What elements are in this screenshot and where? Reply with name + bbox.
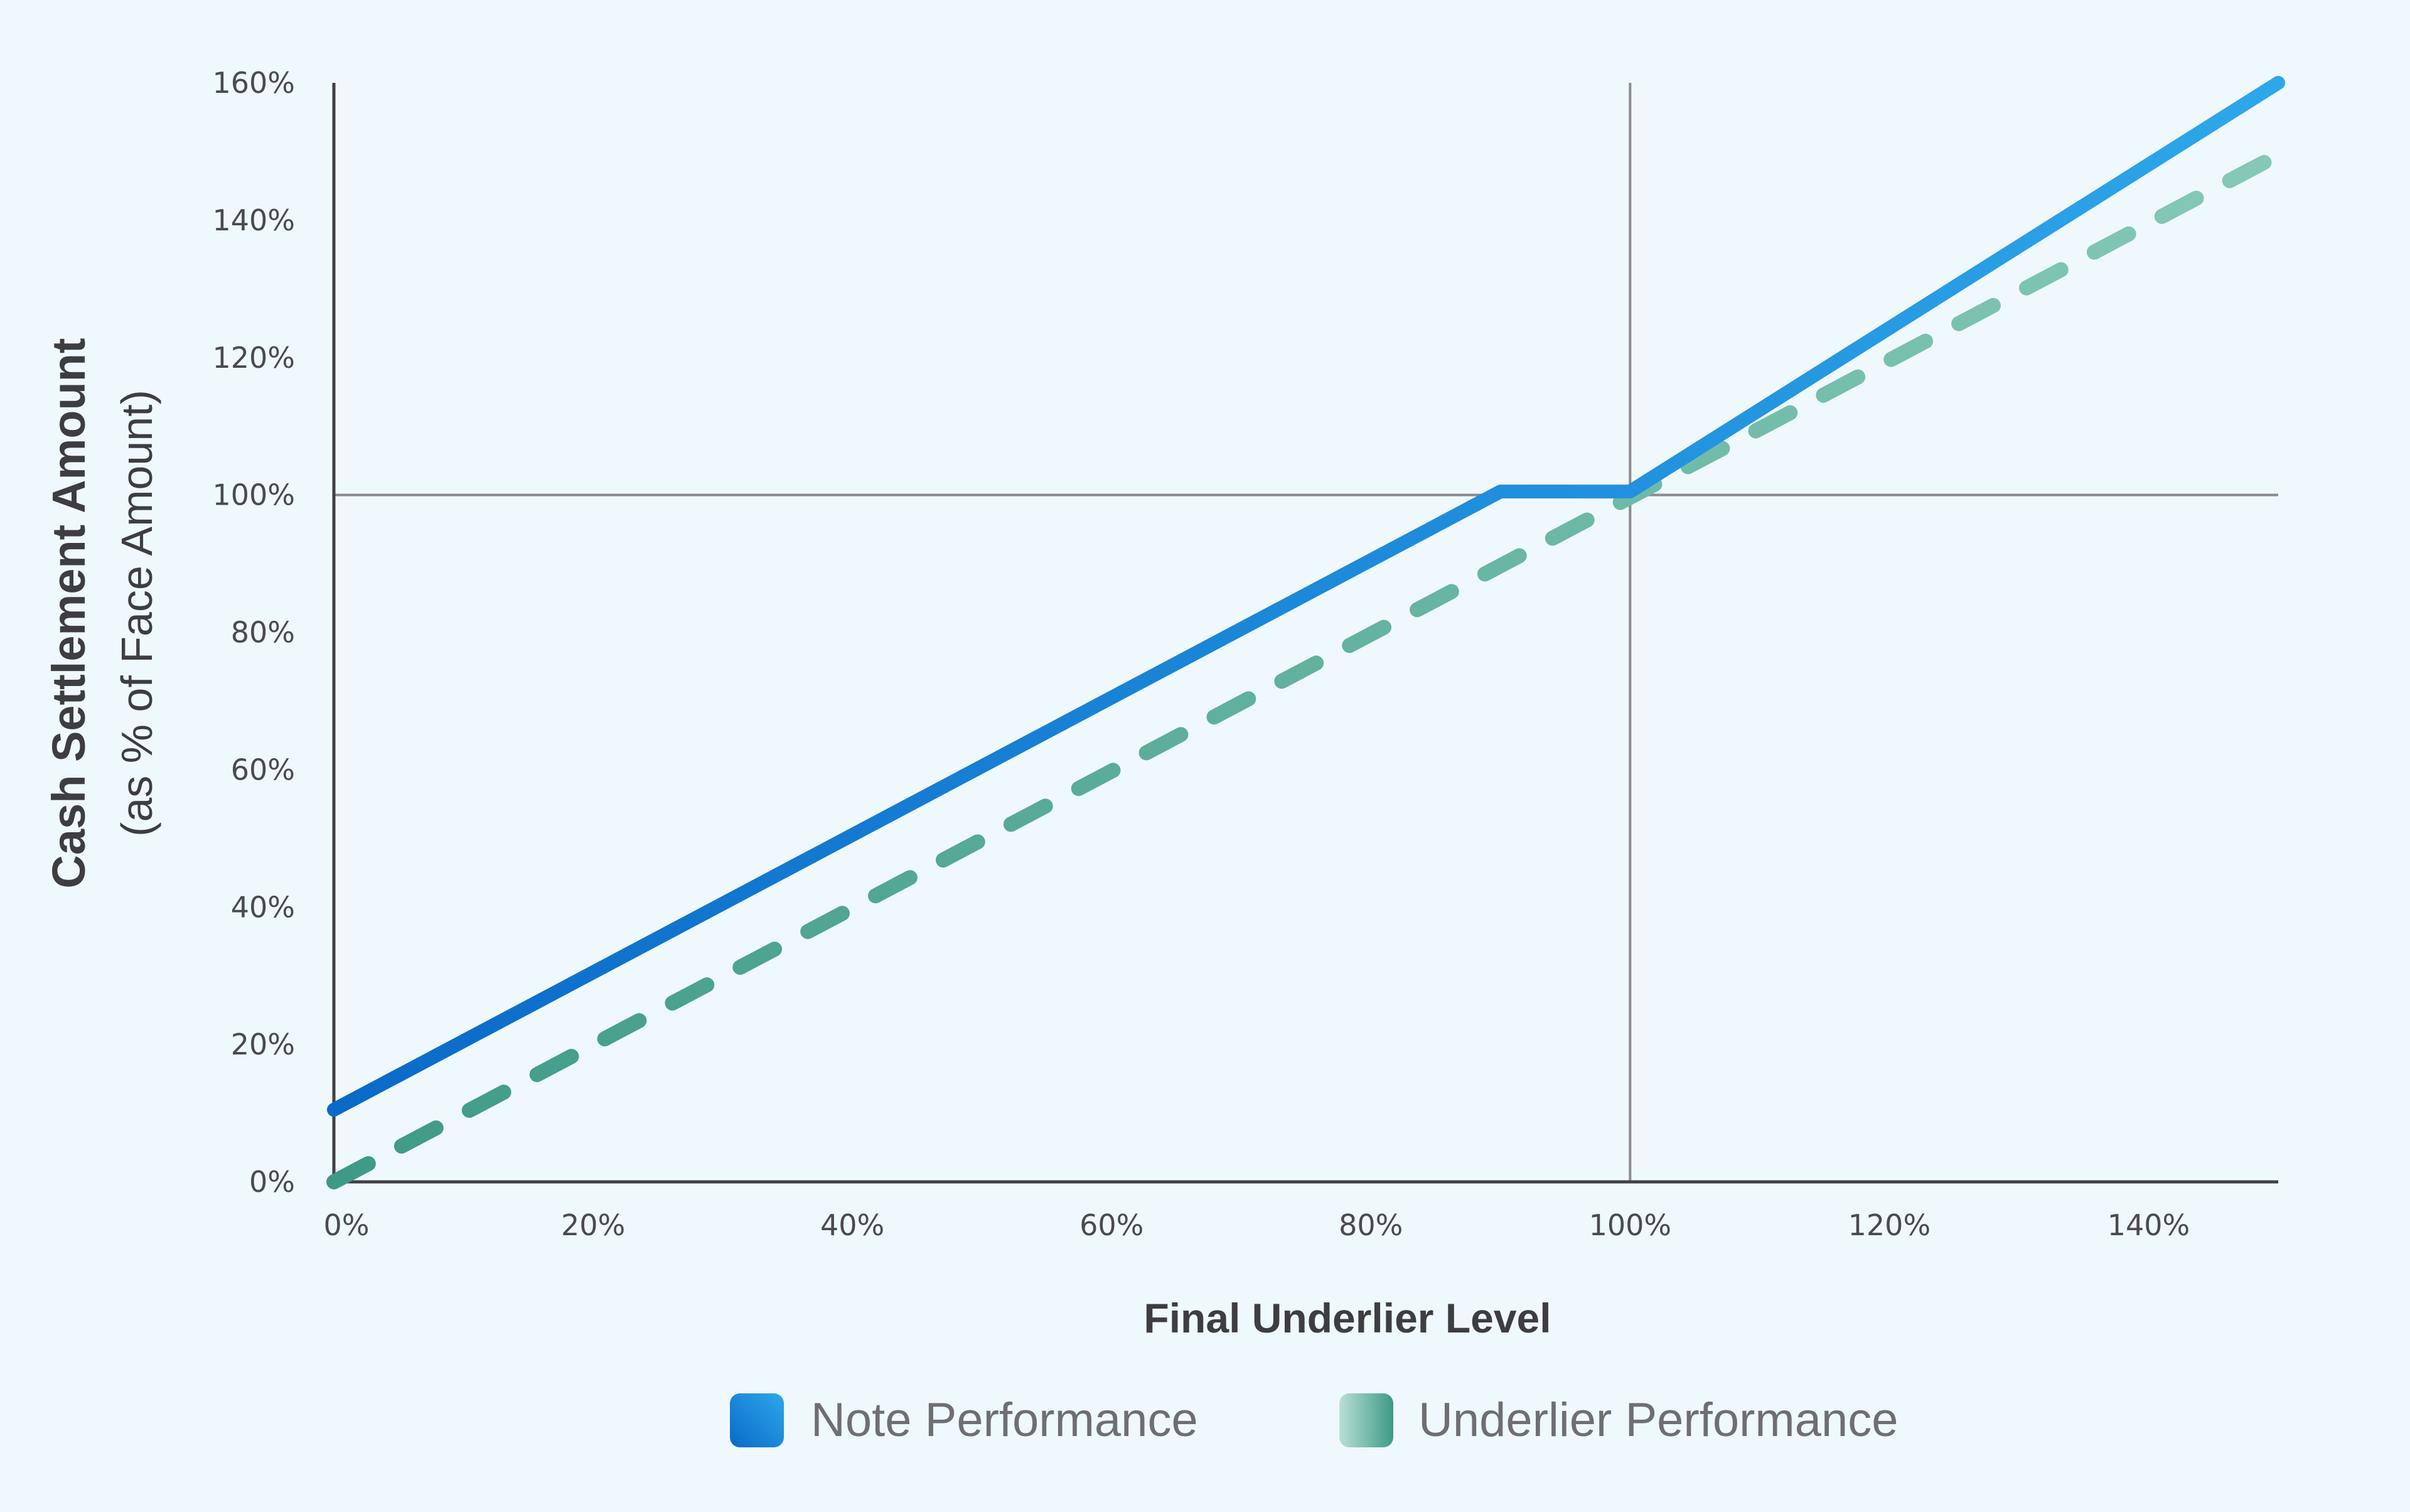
y-tick-labels: 0% 20% 40% 60% 80% 100% 120% 140% 160% [212,66,295,1199]
x-tick-label: 20% [561,1208,625,1242]
x-tick-label: 100% [1589,1208,1672,1242]
legend-item-underlier: Underlier Performance [1339,1393,1899,1447]
series-line-underlier-performance [326,147,2286,1189]
series-layer [326,76,2286,1189]
legend-label-note: Note Performance [811,1393,1198,1447]
y-tick-label: 160% [212,66,295,100]
y-tick-label: 140% [212,203,295,237]
series-line-note-performance [327,76,2285,1117]
x-tick-label: 0% [324,1208,370,1242]
y-tick-label: 120% [212,341,295,375]
x-axis-title: Final Underlier Level [1143,1295,1551,1341]
x-tick-label: 60% [1079,1208,1143,1242]
x-tick-label: 140% [2107,1208,2190,1242]
x-tick-label: 80% [1339,1208,1403,1242]
reference-lines [334,83,2278,1182]
legend-swatch-note [730,1393,784,1447]
y-tick-label: 0% [249,1165,295,1199]
y-tick-label: 20% [231,1027,295,1061]
x-tick-labels: 0% 20% 40% 60% 80% 100% 120% 140% [324,1208,2190,1242]
x-tick-label: 40% [820,1208,884,1242]
y-axis-title: Cash Settlement Amount [43,338,95,888]
x-tick-label: 120% [1848,1208,1931,1242]
y-axis-subtitle: (as % of Face Amount) [112,390,161,837]
legend-item-note: Note Performance [730,1393,1198,1447]
y-tick-label: 40% [231,890,295,924]
axes [332,83,2278,1184]
legend: Note Performance Underlier Performance [730,1393,1899,1447]
y-tick-label: 80% [231,616,295,650]
y-tick-label: 60% [231,753,295,786]
y-tick-label: 100% [212,478,295,512]
legend-label-underlier: Underlier Performance [1418,1393,1899,1447]
legend-swatch-underlier [1339,1393,1393,1447]
